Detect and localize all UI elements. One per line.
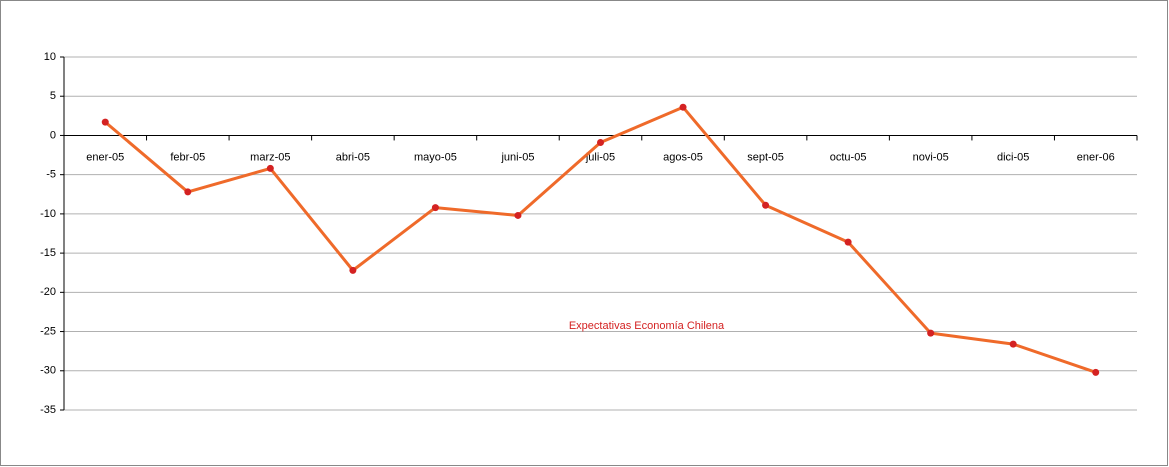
data-point [1009,340,1017,348]
data-point [844,238,852,246]
data-point [514,211,522,219]
x-tick-label: febr-05 [170,151,205,163]
y-tick-label: -5 [46,169,56,181]
data-point [266,164,274,172]
data-point [1092,368,1100,376]
data-point [349,266,357,274]
data-point [184,188,192,196]
y-tick-label: 5 [50,90,56,102]
x-tick-label: ener-06 [1077,151,1115,163]
x-tick-label: novi-05 [913,151,949,163]
data-point [762,201,770,209]
data-point [679,103,687,111]
y-tick-label: -25 [40,325,56,337]
x-tick-label: dici-05 [997,151,1029,163]
y-tick-label: -20 [40,286,56,298]
x-tick-label: agos-05 [663,151,703,163]
y-tick-label: 0 [50,129,56,141]
y-tick-label: -10 [40,208,56,220]
data-point [597,139,604,147]
y-tick-label: -35 [40,404,56,416]
data-point [431,204,439,212]
data-point [101,118,109,126]
series-label: Expectativas Economía Chilena [569,320,725,332]
x-tick-label: juli-05 [585,151,615,163]
x-tick-label: sept-05 [747,151,784,163]
y-tick-label: -30 [40,365,56,377]
x-tick-label: abri-05 [336,151,370,163]
x-tick-label: octu-05 [830,151,867,163]
x-tick-label: mayo-05 [414,151,457,163]
x-tick-label: juni-05 [500,151,534,163]
y-tick-label: -15 [40,247,56,259]
y-tick-label: 10 [44,51,56,63]
x-tick-label: ener-05 [86,151,124,163]
x-tick-label: marz-05 [250,151,290,163]
data-point [927,329,935,337]
